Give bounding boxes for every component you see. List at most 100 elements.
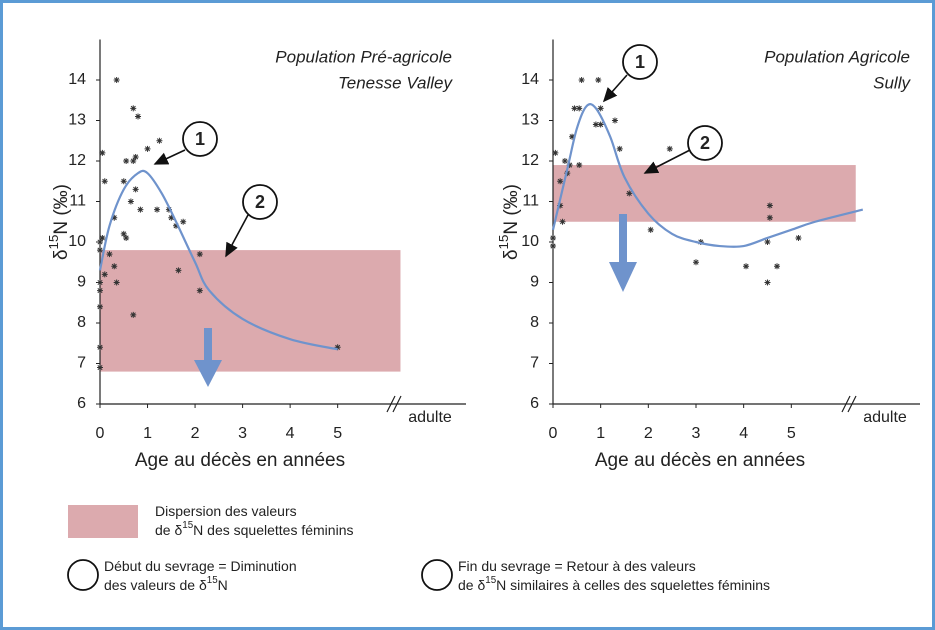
y-tick-label: 10 <box>521 233 539 250</box>
data-point <box>113 77 120 83</box>
legend-text-part: 15 <box>207 575 218 586</box>
y-axis-label-part: 15 <box>496 235 511 250</box>
legend-text-part: 15 <box>485 575 496 586</box>
data-point <box>697 239 704 245</box>
y-axis-label-part: 15 <box>46 235 61 250</box>
data-point <box>97 239 103 245</box>
data-point <box>743 263 750 270</box>
legend-text: des valeurs de δ15N <box>104 575 228 593</box>
x-tick-label: 3 <box>692 425 701 442</box>
y-axis-label-part: N (‰) <box>51 184 72 235</box>
y-tick-label: 14 <box>68 71 86 88</box>
legend-text-part: 15 <box>182 520 193 531</box>
data-point <box>106 251 113 258</box>
y-tick-label: 13 <box>68 112 86 129</box>
chart-title: Population Pré-agricole <box>275 47 452 66</box>
legend-text-part: N <box>218 577 228 593</box>
x-break-label: adulte <box>863 409 907 426</box>
y-axis-label-part: N (‰) <box>501 184 522 235</box>
y-tick-label: 10 <box>68 233 86 250</box>
data-point <box>550 234 556 241</box>
data-point <box>592 121 599 128</box>
arrow-down <box>194 214 637 387</box>
data-point <box>120 230 127 237</box>
data-point <box>132 153 139 160</box>
annotation-arrow <box>153 74 691 258</box>
data-point <box>97 303 103 310</box>
data-point <box>559 218 566 225</box>
female-band <box>553 165 856 222</box>
legend-text: de δ15N similaires à celles des squelett… <box>458 575 770 593</box>
data-point <box>97 344 103 351</box>
data-point <box>766 202 773 209</box>
data-point <box>154 206 161 213</box>
legend-text-part: de δ <box>458 577 485 593</box>
legend-text-part: N similaires à celles des squelettes fém… <box>496 577 770 593</box>
data-point <box>97 279 103 286</box>
x-tick-label: 5 <box>787 425 796 442</box>
data-point <box>137 206 144 213</box>
data-point <box>597 105 604 112</box>
x-axis-label: Age au décès en années <box>595 450 805 471</box>
x-tick-label: 1 <box>596 425 605 442</box>
data-point <box>130 105 137 112</box>
y-tick-label: 7 <box>530 355 539 372</box>
data-point <box>173 222 180 229</box>
data-point <box>571 105 578 112</box>
data-point <box>156 137 163 144</box>
data-point <box>123 234 130 241</box>
y-tick-label: 13 <box>521 112 539 129</box>
data-point <box>123 158 130 164</box>
data-point <box>764 239 771 245</box>
data-point <box>626 190 633 197</box>
x-tick-label: 5 <box>333 425 342 442</box>
data-point <box>97 364 103 371</box>
x-tick-label: 0 <box>549 425 558 442</box>
data-point <box>130 158 137 164</box>
annotation-label: 1 <box>635 52 645 72</box>
data-point <box>99 149 106 156</box>
x-tick-label: 3 <box>238 425 247 442</box>
y-tick-label: 8 <box>530 314 539 331</box>
y-tick-label: 11 <box>522 193 539 210</box>
legend-text: Début du sevrage = Diminution <box>104 558 297 574</box>
data-point <box>597 121 604 128</box>
data-point <box>578 77 585 83</box>
y-tick-label: 12 <box>68 152 86 169</box>
x-break-label: adulte <box>408 409 452 426</box>
data-point <box>113 279 120 286</box>
data-point <box>101 178 108 185</box>
female-band <box>100 250 401 372</box>
chart-title: Sully <box>873 73 911 92</box>
chart-title: Population Agricole <box>764 47 910 66</box>
legend-text: Fin du sevrage = Retour à des valeurs <box>458 558 696 574</box>
data-point <box>550 243 556 250</box>
legend-text-part: N des squelettes féminins <box>193 522 353 538</box>
data-point <box>97 247 103 254</box>
data-point <box>180 218 187 225</box>
data-point <box>168 214 175 221</box>
data-point <box>566 162 573 169</box>
chart-title: Tenesse Valley <box>338 73 454 92</box>
annotation-label: 1 <box>195 129 205 149</box>
curve <box>98 169 338 351</box>
x-tick-label: 2 <box>191 425 200 442</box>
legend-text-part: Dispersion des valeurs <box>155 503 297 519</box>
data-point <box>569 133 576 140</box>
data-point <box>165 206 172 213</box>
data-point <box>647 226 654 233</box>
data-point <box>557 178 564 185</box>
x-tick-label: 4 <box>739 425 748 442</box>
curve <box>551 103 864 248</box>
axis-break <box>386 395 402 413</box>
legend-swatch <box>68 505 138 538</box>
y-tick-label: 7 <box>77 355 86 372</box>
x-tick-label: 2 <box>644 425 653 442</box>
data-point <box>111 214 118 221</box>
x-tick-label: 1 <box>143 425 152 442</box>
y-axis-label: δ15N (‰) <box>496 184 522 260</box>
legend-text-part: des valeurs de δ <box>104 577 207 593</box>
data-point <box>561 158 568 164</box>
y-axis-label: δ15N (‰) <box>46 184 72 260</box>
